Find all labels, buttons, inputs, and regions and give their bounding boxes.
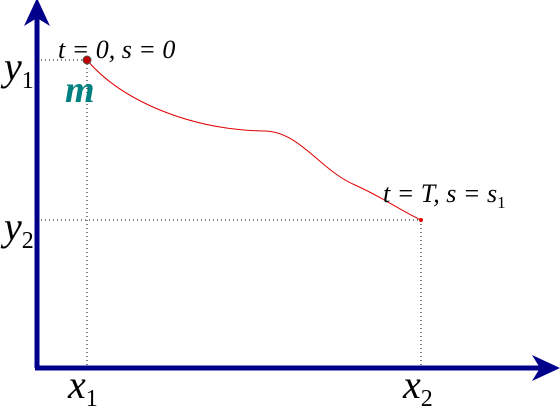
y2-base: y: [0, 204, 22, 249]
end-condition-sub: 1: [497, 193, 506, 212]
mass-point: [82, 55, 92, 65]
end-point: [419, 218, 423, 222]
trajectory: [86, 59, 422, 221]
mass-label: m: [65, 69, 95, 111]
guides: [37, 59, 422, 368]
x1-sub: 1: [86, 386, 98, 412]
end-condition: t = T, s = s1: [383, 179, 506, 212]
y2-sub: 2: [22, 228, 34, 254]
x2-label: x2: [402, 362, 433, 412]
end-condition-base: t = T, s = s: [383, 179, 497, 208]
start-condition: t = 0, s = 0: [58, 35, 175, 64]
x2-sub: 2: [421, 386, 433, 412]
x2-base: x: [402, 362, 421, 407]
x-axis-arrow: [532, 355, 560, 381]
x1-base: x: [67, 362, 86, 407]
y1-sub: 1: [22, 68, 34, 94]
y1-label: y1: [0, 44, 34, 94]
y1-base: y: [0, 44, 22, 89]
y-axis-arrow: [24, 0, 50, 26]
x1-label: x1: [67, 362, 98, 412]
y2-label: y2: [0, 204, 34, 254]
